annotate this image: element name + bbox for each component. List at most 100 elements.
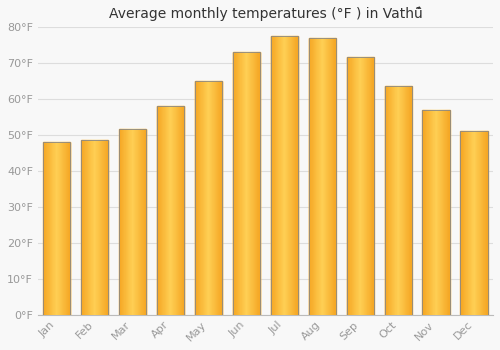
Bar [88,140,89,315]
Bar [476,131,477,315]
Bar [62,142,63,315]
Bar [369,57,370,315]
Bar [183,106,184,315]
Bar [44,142,45,315]
Bar [233,52,234,315]
Bar [445,110,446,315]
Bar [468,131,469,315]
Bar [202,81,203,315]
Bar [385,86,386,315]
Bar [448,110,450,315]
Bar [285,36,286,315]
Bar [94,140,96,315]
Bar [214,81,215,315]
Bar [51,142,52,315]
Bar [480,131,481,315]
Bar [165,106,166,315]
Bar [249,52,250,315]
Bar [366,57,367,315]
Bar [359,57,360,315]
Bar [197,81,198,315]
Bar [410,86,411,315]
Bar [135,130,136,315]
Bar [182,106,183,315]
Bar [328,37,329,315]
Bar [409,86,410,315]
Bar [287,36,288,315]
Bar [279,36,280,315]
Bar [93,140,94,315]
Bar [467,131,468,315]
Bar [423,110,424,315]
Bar [55,142,56,315]
Bar [358,57,359,315]
Bar [49,142,50,315]
Bar [100,140,102,315]
Bar [119,130,120,315]
Bar [482,131,483,315]
Bar [460,131,487,315]
Bar [96,140,97,315]
Bar [365,57,366,315]
Bar [439,110,440,315]
Bar [277,36,278,315]
Bar [370,57,371,315]
Bar [351,57,352,315]
Bar [122,130,123,315]
Bar [221,81,222,315]
Bar [314,37,315,315]
Bar [234,52,235,315]
Bar [198,81,199,315]
Bar [313,37,314,315]
Bar [200,81,201,315]
Bar [206,81,207,315]
Bar [46,142,47,315]
Bar [478,131,479,315]
Bar [157,106,184,315]
Bar [460,131,461,315]
Bar [434,110,435,315]
Bar [354,57,355,315]
Bar [196,81,197,315]
Bar [473,131,474,315]
Title: Average monthly temperatures (°F ) in Vathũ̂: Average monthly temperatures (°F ) in Va… [108,7,422,21]
Bar [308,37,309,315]
Bar [235,52,236,315]
Bar [323,37,324,315]
Bar [133,130,134,315]
Bar [356,57,357,315]
Bar [242,52,243,315]
Bar [81,140,82,315]
Bar [316,37,317,315]
Bar [290,36,291,315]
Bar [89,140,90,315]
Bar [50,142,51,315]
Bar [178,106,179,315]
Bar [444,110,445,315]
Bar [199,81,200,315]
Bar [43,142,70,315]
Bar [324,37,325,315]
Bar [330,37,331,315]
Bar [471,131,472,315]
Bar [335,37,336,315]
Bar [270,36,272,315]
Bar [84,140,85,315]
Bar [394,86,395,315]
Bar [293,36,294,315]
Bar [166,106,167,315]
Bar [396,86,397,315]
Bar [407,86,408,315]
Bar [353,57,354,315]
Bar [64,142,65,315]
Bar [318,37,319,315]
Bar [259,52,260,315]
Bar [284,36,285,315]
Bar [63,142,64,315]
Bar [128,130,129,315]
Bar [218,81,219,315]
Bar [248,52,249,315]
Bar [481,131,482,315]
Bar [463,131,464,315]
Bar [390,86,391,315]
